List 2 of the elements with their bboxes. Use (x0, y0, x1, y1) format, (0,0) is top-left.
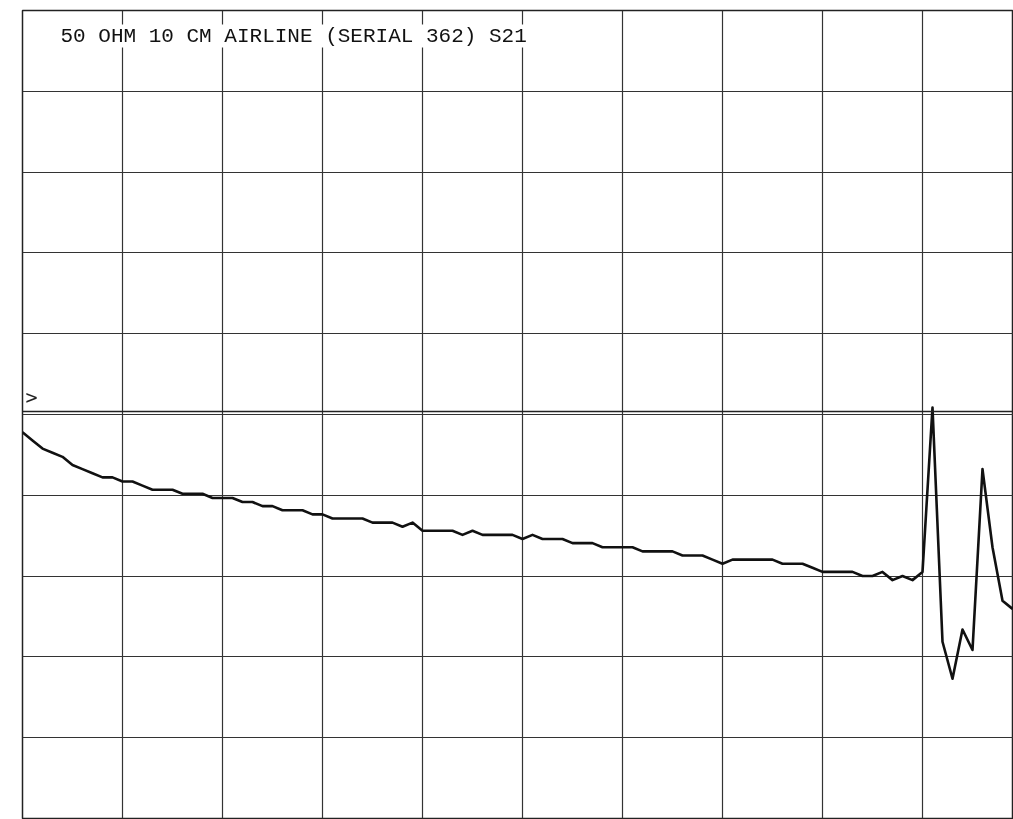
chart-title: 50 OHM 10 CM AIRLINE (SERIAL 362) S21 (60, 24, 527, 48)
ref-line-label: > (25, 384, 38, 409)
